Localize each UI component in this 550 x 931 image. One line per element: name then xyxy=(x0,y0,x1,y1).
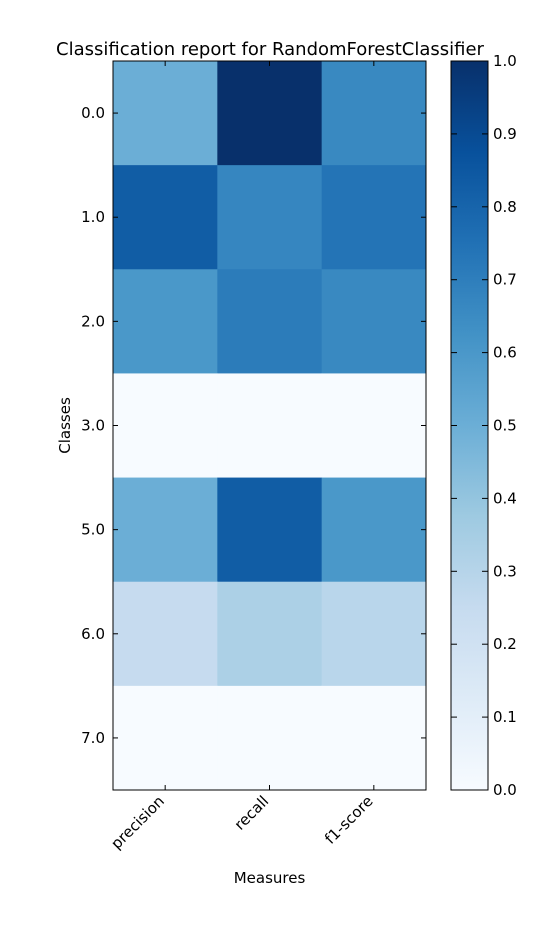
heatmap-cells xyxy=(113,61,427,791)
heatmap-cell xyxy=(113,165,218,270)
heatmap-cell xyxy=(321,373,427,479)
heatmap-cell xyxy=(321,61,427,166)
x-tick-label: precision xyxy=(107,792,168,853)
x-tick-label: f1-score xyxy=(321,792,377,848)
heatmap-cell xyxy=(321,165,427,270)
y-tick-label: 6.0 xyxy=(81,625,105,643)
colorbar-tick-label: 0.7 xyxy=(493,271,517,289)
heatmap-cell xyxy=(217,61,323,166)
x-tick-label: recall xyxy=(231,792,273,834)
heatmap-cell xyxy=(217,165,323,270)
heatmap-cell xyxy=(113,61,218,166)
heatmap-cell xyxy=(321,269,427,374)
y-axis-label: Classes xyxy=(56,397,74,454)
y-tick-label: 3.0 xyxy=(81,417,105,435)
heatmap-cell xyxy=(113,477,218,583)
colorbar-tick-label: 0.2 xyxy=(493,635,517,653)
heatmap-cell xyxy=(113,685,218,791)
y-tick-label: 7.0 xyxy=(81,729,105,747)
colorbar-tick-label: 0.5 xyxy=(493,417,517,435)
colorbar-tick-label: 0.4 xyxy=(493,489,517,507)
heatmap-cell xyxy=(217,477,323,583)
colorbar-tick-label: 0.9 xyxy=(493,125,517,143)
heatmap-cell xyxy=(217,373,323,479)
heatmap-cell xyxy=(217,269,323,374)
heatmap-cell xyxy=(217,685,323,791)
colorbar-ticks: 0.0 0.1 0.2 0.3 0.4 0.5 0.6 0.7 0.8 0.9 1.0 xyxy=(451,52,517,799)
heatmap-cell xyxy=(113,269,218,374)
x-axis-label: Measures xyxy=(234,869,306,887)
y-tick-label: 2.0 xyxy=(81,312,105,330)
colorbar-tick-label: 0.8 xyxy=(493,198,517,216)
heatmap-cell xyxy=(113,581,218,687)
colorbar xyxy=(450,60,489,791)
colorbar-tick-label: 0.6 xyxy=(493,344,517,362)
colorbar-tick-label: 0.0 xyxy=(493,781,517,799)
y-tick-label: 0.0 xyxy=(81,104,105,122)
heatmap-cell xyxy=(321,685,427,791)
colorbar-tick-label: 0.1 xyxy=(493,708,517,726)
colorbar-tick-label: 1.0 xyxy=(493,52,517,70)
y-tick-label: 5.0 xyxy=(81,521,105,539)
y-axis-ticks: 0.0 1.0 2.0 3.0 5.0 6.0 7.0 xyxy=(81,104,426,747)
heatmap-cell xyxy=(113,373,218,479)
heatmap-cell xyxy=(321,477,427,583)
heatmap-cell xyxy=(217,581,323,687)
colorbar-tick-label: 0.3 xyxy=(493,562,517,580)
y-tick-label: 1.0 xyxy=(81,208,105,226)
heatmap-cell xyxy=(321,581,427,687)
chart-title: Classification report for RandomForestCl… xyxy=(56,39,485,60)
